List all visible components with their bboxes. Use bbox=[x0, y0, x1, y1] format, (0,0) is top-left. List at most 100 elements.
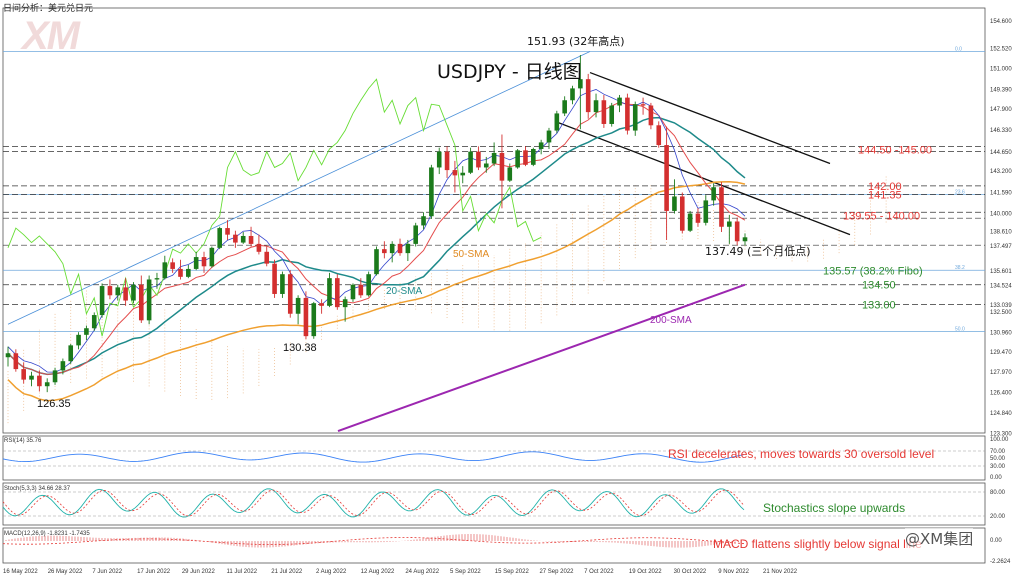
candle-body bbox=[311, 303, 317, 337]
candle-body bbox=[350, 284, 356, 300]
xm-logo-watermark: XM bbox=[22, 14, 80, 58]
candle-body bbox=[507, 167, 513, 181]
level-label: 134.50 bbox=[862, 280, 896, 292]
macd-note: MACD flattens slightly below signal line bbox=[713, 537, 922, 551]
candle-body bbox=[585, 79, 591, 113]
candle-body bbox=[233, 234, 238, 243]
candle-body bbox=[154, 278, 160, 280]
candle-body bbox=[476, 151, 481, 168]
candle-body bbox=[91, 315, 97, 329]
stoch-note: Stochastics slope upwards bbox=[763, 501, 905, 515]
candle-body bbox=[358, 284, 364, 296]
candle-body bbox=[342, 299, 348, 308]
candle-body bbox=[483, 163, 489, 168]
price-tick-label: 133.039 bbox=[990, 303, 1012, 309]
sma50-label: 50-SMA bbox=[453, 249, 489, 260]
level-label: 135.57 (38.2% Fibo) bbox=[823, 266, 923, 278]
date-tick-label: 29 Jun 2022 bbox=[182, 569, 216, 575]
rsi-line bbox=[2, 451, 745, 463]
price-tick-label: 151.000 bbox=[990, 66, 1012, 72]
sma-50-line bbox=[7, 181, 746, 402]
fibo-tag-50: 50.0 bbox=[955, 326, 965, 332]
tenkan-line bbox=[7, 89, 746, 373]
price-tick-label: 146.330 bbox=[990, 128, 1012, 134]
candle-body bbox=[146, 279, 152, 321]
candle-body bbox=[334, 278, 340, 308]
weibo-watermark: @XM集团 bbox=[905, 528, 974, 549]
date-tick-label: 30 Oct 2022 bbox=[674, 569, 707, 575]
candle-body bbox=[436, 151, 442, 168]
date-tick-label: 5 Sep 2022 bbox=[450, 569, 481, 575]
candle-body bbox=[366, 274, 371, 296]
price-tick-label: 143.200 bbox=[990, 169, 1012, 175]
date-tick-label: 21 Jul 2022 bbox=[271, 569, 303, 575]
date-tick-label: 2 Aug 2022 bbox=[316, 569, 347, 575]
candle-body bbox=[397, 243, 403, 254]
high-label: 151.93 (32年高点) bbox=[527, 34, 625, 48]
candle-body bbox=[617, 97, 622, 106]
candle-body bbox=[531, 149, 536, 165]
candle-body bbox=[687, 213, 693, 231]
candle-body bbox=[319, 303, 324, 306]
candle-body bbox=[295, 297, 301, 314]
candle-body bbox=[37, 375, 42, 387]
candle-body bbox=[593, 100, 599, 113]
candle-body bbox=[29, 375, 34, 380]
price-tick-label: 138.610 bbox=[990, 230, 1012, 236]
candle-body bbox=[703, 200, 709, 223]
channel-lower-line bbox=[554, 120, 851, 236]
candle-body bbox=[44, 382, 50, 387]
candle-body bbox=[719, 187, 724, 227]
price-tick-label: 152.520 bbox=[990, 46, 1012, 52]
price-tick-label: 132.500 bbox=[990, 310, 1012, 316]
candle-body bbox=[515, 150, 520, 168]
candle-body bbox=[107, 286, 113, 296]
candle-body bbox=[287, 274, 293, 314]
lagging-span-line bbox=[7, 78, 542, 337]
candle-body bbox=[178, 268, 183, 277]
macd-tick: 0.00 bbox=[990, 538, 1002, 544]
candle-body bbox=[491, 152, 497, 164]
level-label: 142.00 bbox=[868, 181, 902, 193]
candle-body bbox=[21, 369, 26, 380]
price-tick-label: 124.840 bbox=[990, 411, 1012, 417]
candle-body bbox=[217, 228, 222, 248]
date-tick-label: 7 Jun 2022 bbox=[92, 569, 122, 575]
date-tick-label: 24 Aug 2022 bbox=[405, 569, 439, 575]
candle-body bbox=[52, 370, 58, 383]
candle-body bbox=[13, 353, 19, 370]
candle-body bbox=[695, 213, 701, 223]
candle-body bbox=[123, 287, 128, 301]
candle-body bbox=[625, 97, 630, 131]
candle-body bbox=[672, 196, 677, 211]
candle-body bbox=[256, 243, 262, 252]
candle-body bbox=[5, 353, 11, 358]
rsi-tick: 70.00 bbox=[990, 449, 1006, 455]
candle-body bbox=[405, 243, 411, 254]
candle-body bbox=[429, 167, 434, 217]
candle-body bbox=[460, 172, 466, 176]
sma20-label: 20-SMA bbox=[386, 286, 422, 297]
macd-tick: -2.2624 bbox=[990, 559, 1011, 565]
price-tick-label: 134.524 bbox=[990, 283, 1012, 289]
candle-body bbox=[562, 100, 567, 114]
date-tick-label: 16 May 2022 bbox=[3, 569, 38, 575]
candle-body bbox=[727, 221, 732, 227]
candle-body bbox=[209, 247, 215, 267]
price-tick-label: 144.650 bbox=[990, 150, 1012, 156]
price-tick-label: 147.900 bbox=[990, 107, 1012, 113]
candle-body bbox=[225, 228, 230, 235]
candle-body bbox=[734, 221, 740, 242]
candle-body bbox=[327, 278, 332, 306]
candle-body bbox=[499, 152, 505, 181]
date-tick-label: 12 Aug 2022 bbox=[361, 569, 395, 575]
candle-body bbox=[60, 361, 66, 371]
low-label-130: 130.38 bbox=[283, 342, 317, 354]
price-tick-label: 137.497 bbox=[990, 244, 1012, 250]
stoch-d-line bbox=[2, 489, 745, 517]
candle-body bbox=[201, 257, 207, 267]
candle-body bbox=[240, 235, 246, 243]
candle-body bbox=[640, 104, 646, 106]
